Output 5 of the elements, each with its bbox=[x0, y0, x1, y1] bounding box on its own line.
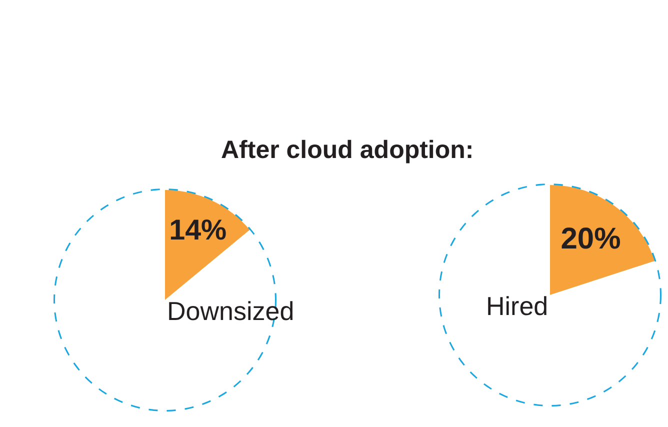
text: After cloud adoption: bbox=[221, 136, 474, 164]
text: Hired bbox=[486, 291, 548, 321]
text: Downsized bbox=[167, 296, 294, 326]
data-label: 20% bbox=[560, 222, 621, 256]
data-label: 14% bbox=[169, 214, 227, 246]
